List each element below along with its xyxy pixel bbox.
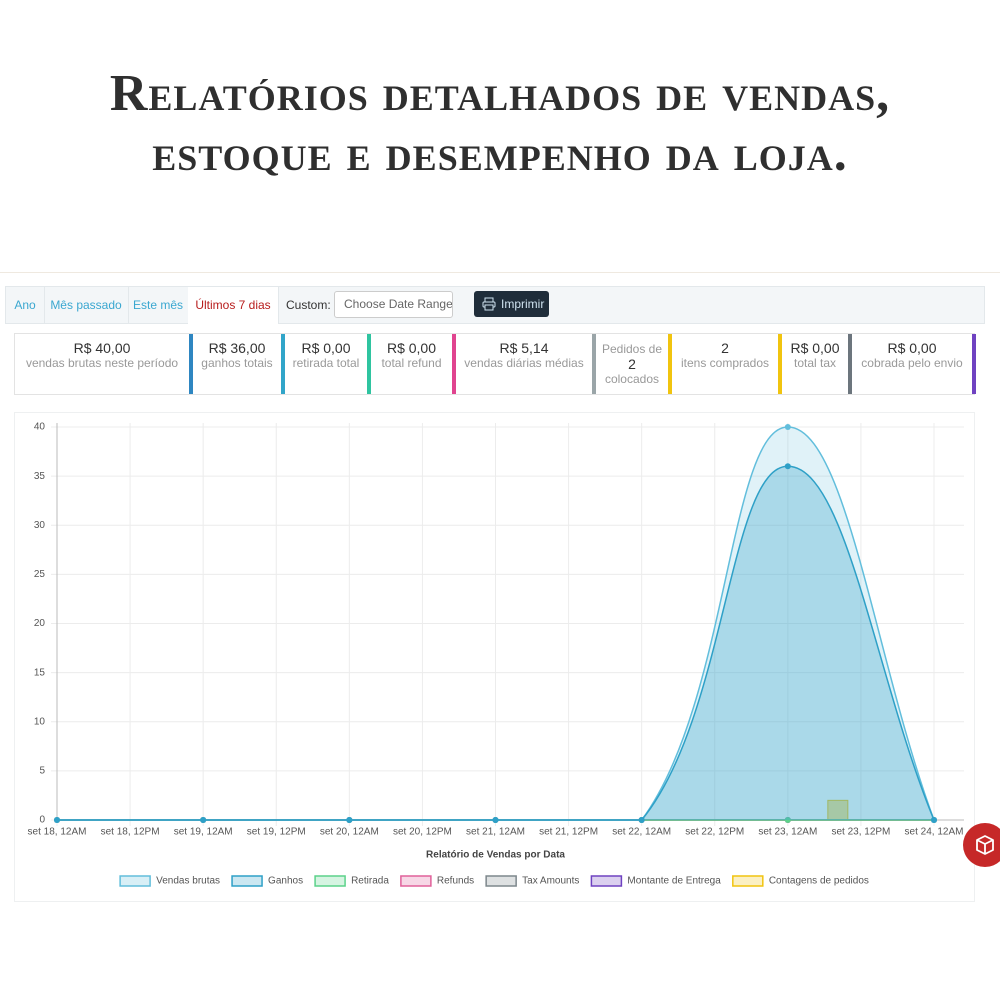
x-tick-label: set 20, 12AM [320, 827, 379, 838]
legend-swatch [119, 875, 151, 887]
legend-label: Retirada [351, 876, 389, 887]
stat-value: R$ 0,00 [301, 340, 351, 356]
legend-label: Tax Amounts [522, 876, 579, 887]
date-input[interactable]: Choose Date Range [334, 291, 453, 318]
stat-label: vendas brutas neste período [25, 356, 179, 370]
x-tick-label: set 18, 12PM [101, 827, 160, 838]
legend-swatch [400, 875, 432, 887]
x-tick-label: set 19, 12PM [247, 827, 306, 838]
stat-value: R$ 0,00 [790, 340, 840, 356]
stats-row: R$ 40,00 vendas brutas neste período R$ 36… [14, 333, 976, 395]
tab[interactable]: Últimos 7 dias [188, 287, 279, 324]
tab-bar: Ano Mês passado Este mês Últimos 7 dias … [5, 286, 985, 324]
x-tick-label: set 24, 12AM [905, 827, 964, 838]
stat-value: R$ 5,14 [499, 340, 549, 356]
chart: 0 5 10 15 20 25 30 35 40 set 18, 12AM set 18, 12PM… [28, 422, 964, 887]
legend: Vendas brutas Ganhos Retirada Refunds Tax Am… [119, 875, 869, 887]
stat-label: itens comprados [680, 356, 770, 370]
stat-value: R$ 36,00 [208, 340, 266, 356]
stat-label: vendas diárias médias [464, 356, 584, 370]
print-button[interactable]: Imprimir [474, 291, 549, 317]
x-axis-label: Relatório de Vendas por Data [426, 850, 565, 861]
point [346, 817, 353, 823]
point [784, 817, 791, 823]
x-tick-label: set 20, 12PM [393, 827, 452, 838]
y-tick-label: 20 [34, 618, 46, 629]
x-tick-label: set 19, 12AM [174, 827, 233, 838]
separator [0, 272, 1000, 273]
stat-value: 2 [721, 340, 729, 356]
x-tick-label: set 22, 12AM [612, 827, 671, 838]
point [200, 817, 207, 823]
y-tick-label: 40 [34, 422, 46, 433]
y-tick-label: 10 [34, 716, 46, 727]
stat-value: R$ 40,00 [73, 340, 131, 356]
x-tick-label: set 23, 12AM [758, 827, 817, 838]
y-tick-label: 5 [39, 766, 45, 777]
legend-label: Contagens de pedidos [769, 876, 869, 887]
point [54, 817, 60, 823]
stat-label: ganhos totais [201, 356, 273, 370]
stat-box: R$ 0,00 cobrada pelo envio [852, 334, 976, 394]
x-tick-label: set 21, 12PM [539, 827, 598, 838]
legend-label: Montante de Entrega [627, 876, 721, 887]
legend-swatch [485, 875, 517, 887]
y-tick-label: 25 [34, 569, 46, 580]
floating-button[interactable] [963, 823, 1000, 867]
x-tick-label: set 22, 12PM [685, 827, 744, 838]
stat-label: total tax [793, 356, 837, 370]
heading-line: Relatórios detalhados de vendas, [109, 65, 891, 122]
x-tick-label: set 21, 12AM [466, 827, 525, 838]
stat-box: R$ 0,00 total tax [782, 334, 852, 394]
y-tick-label: 30 [34, 520, 46, 531]
stat-box: Pedidos de 2 colocados [596, 334, 672, 394]
stat-prefix: Pedidos de [601, 342, 663, 356]
x-tick-label: set 18, 12AM [28, 827, 87, 838]
print-icon [482, 297, 496, 311]
legend-label: Refunds [437, 876, 474, 887]
area [57, 466, 934, 820]
stat-box: 2 itens comprados [672, 334, 782, 394]
legend-label: Ganhos [268, 876, 303, 887]
stat-box: R$ 0,00 total refund [371, 334, 456, 394]
stat-value: 2 [628, 356, 636, 372]
point [784, 424, 791, 430]
line [56, 465, 935, 821]
x-tick-label: set 23, 12PM [831, 827, 890, 838]
tab[interactable]: Este mês [128, 287, 189, 324]
legend-swatch [590, 875, 623, 887]
y-tick-label: 35 [34, 471, 46, 482]
point [492, 817, 499, 823]
print-label: Imprimir [501, 297, 545, 311]
stat-label: cobrada pelo envio [861, 356, 963, 370]
stat-value: R$ 0,00 [887, 340, 937, 356]
stat-box: R$ 5,14 vendas diárias médias [456, 334, 596, 394]
point [784, 463, 791, 470]
stat-box: R$ 36,00 ganhos totais [193, 334, 285, 394]
y-tick-label: 0 [39, 815, 45, 826]
tab[interactable]: Mês passado [44, 287, 129, 324]
heading-line: estoque e desempenho da loja. [152, 125, 848, 182]
area [57, 427, 934, 820]
stat-box: R$ 40,00 vendas brutas neste período [15, 334, 193, 394]
legend-swatch [231, 875, 263, 887]
point [638, 817, 645, 823]
stat-box: R$ 0,00 retirada total [285, 334, 371, 394]
y-tick-label: 15 [34, 667, 46, 678]
custom-label: Custom: [286, 298, 331, 312]
legend-swatch [314, 875, 346, 887]
stat-label: retirada total [292, 356, 360, 370]
point [931, 817, 937, 823]
stat-label: total refund [381, 356, 442, 370]
legend-label: Vendas brutas [156, 876, 220, 887]
tab[interactable]: Ano [6, 287, 45, 324]
stat-label: colocados [604, 372, 660, 386]
stat-value: R$ 0,00 [386, 340, 437, 356]
legend-swatch [732, 875, 764, 887]
chart-container: 0 5 10 15 20 25 30 35 40 set 18, 12AM set 18, 12PM… [14, 412, 975, 902]
